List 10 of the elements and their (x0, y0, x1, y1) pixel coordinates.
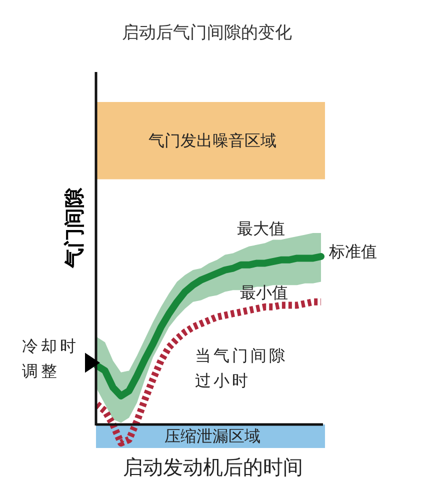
annotation: 最小值 (240, 283, 288, 302)
band-label: 压缩泄漏区域 (164, 426, 260, 446)
chart-title: 启动后气门间隙的变化 (122, 23, 292, 43)
x-axis-title: 启动发动机后的时间 (123, 455, 303, 479)
band-label: 气门发出噪音区域 (148, 131, 276, 150)
y-axis-title: 气门间隙 (62, 187, 86, 269)
text: 最大值 (237, 219, 285, 238)
series-label: 当气门间隙过小时 (195, 346, 288, 390)
text: 冷却时调整 (22, 336, 79, 381)
series-label: 标准值 (328, 242, 377, 262)
